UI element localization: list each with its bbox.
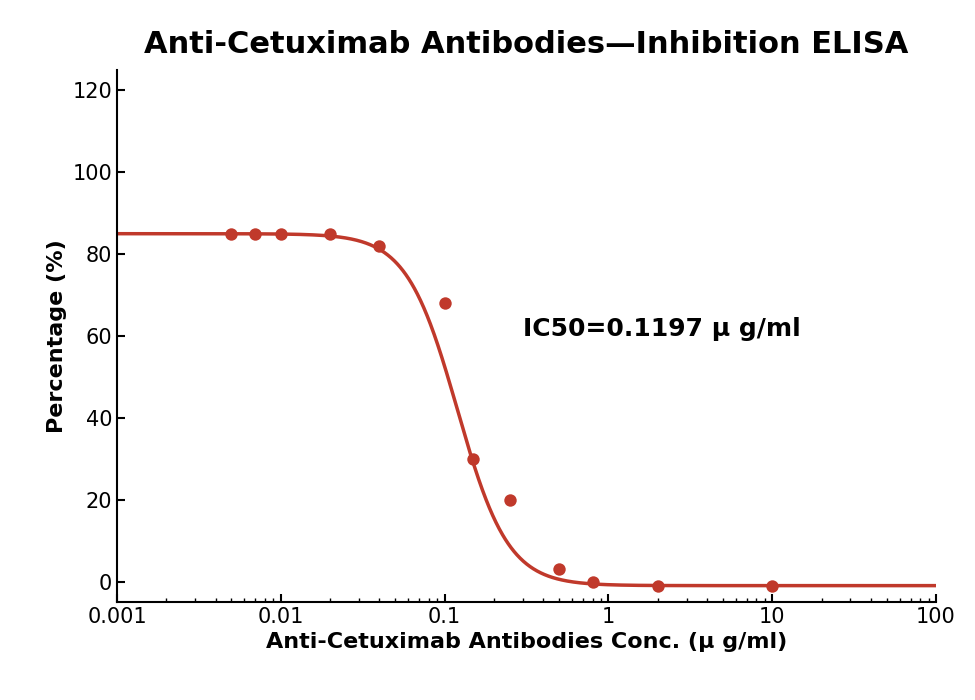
- Point: [551, 564, 566, 575]
- Point: [248, 228, 263, 239]
- Point: [437, 298, 452, 309]
- Point: [585, 576, 601, 587]
- Point: [273, 228, 289, 239]
- Title: Anti-Cetuximab Antibodies—Inhibition ELISA: Anti-Cetuximab Antibodies—Inhibition ELI…: [144, 30, 909, 60]
- Point: [764, 580, 780, 592]
- X-axis label: Anti-Cetuximab Antibodies Conc. (μ g/ml): Anti-Cetuximab Antibodies Conc. (μ g/ml): [266, 632, 787, 652]
- Y-axis label: Percentage (%): Percentage (%): [47, 239, 67, 433]
- Text: IC50=0.1197 μ g/ml: IC50=0.1197 μ g/ml: [523, 317, 800, 341]
- Point: [223, 228, 239, 239]
- Point: [650, 580, 666, 592]
- Point: [371, 240, 387, 251]
- Point: [502, 494, 518, 505]
- Point: [323, 228, 338, 239]
- Point: [466, 453, 482, 464]
